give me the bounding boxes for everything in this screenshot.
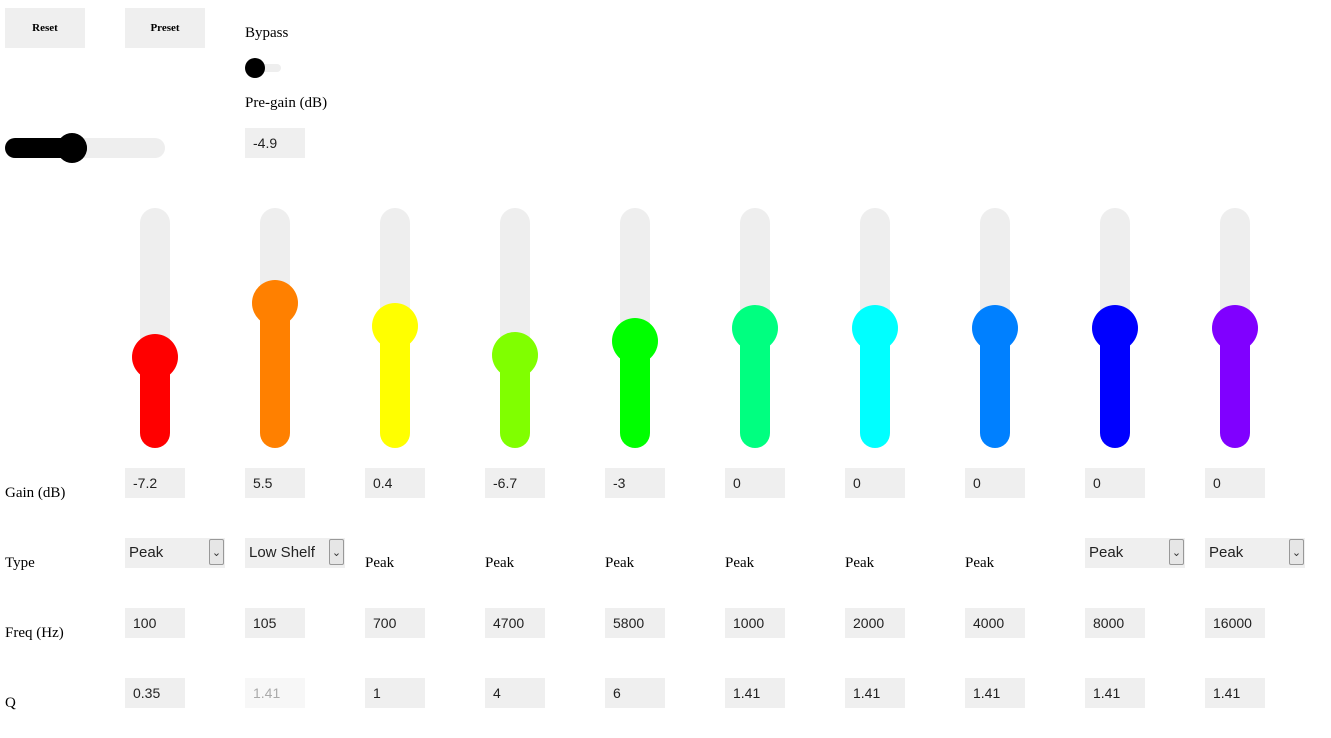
bypass-toggle[interactable] xyxy=(245,58,281,78)
chevron-down-icon[interactable]: ⌄ xyxy=(209,539,224,565)
band-5-slider-knob[interactable] xyxy=(612,318,658,364)
type-row-label: Type xyxy=(5,555,35,571)
band-10-freq-input[interactable]: 16000 xyxy=(1205,608,1265,638)
gain-row-label: Gain (dB) xyxy=(5,485,66,501)
band-9-freq-input[interactable]: 8000 xyxy=(1085,608,1145,638)
band-1-gain-input[interactable]: -7.2 xyxy=(125,468,185,498)
band-1-freq-input[interactable]: 100 xyxy=(125,608,185,638)
band-10-gain-slider[interactable] xyxy=(1212,208,1258,448)
pregain-label: Pre-gain (dB) xyxy=(245,95,328,111)
preset-button[interactable]: Preset xyxy=(125,8,205,48)
band-5-gain-slider[interactable] xyxy=(612,208,658,448)
band-8-freq-input[interactable]: 4000 xyxy=(965,608,1025,638)
band-4-type-text: Peak xyxy=(485,555,515,571)
band-5-q-input[interactable]: 6 xyxy=(605,678,665,708)
bypass-label: Bypass xyxy=(245,25,289,41)
band-2-q-input: 1.41 xyxy=(245,678,305,708)
band-9-type-select[interactable]: Peak ⌄ xyxy=(1085,538,1185,568)
band-6-q-input[interactable]: 1.41 xyxy=(725,678,785,708)
band-4-freq-input[interactable]: 4700 xyxy=(485,608,545,638)
band-2-gain-input[interactable]: 5.5 xyxy=(245,468,305,498)
band-9-slider-knob[interactable] xyxy=(1092,305,1138,351)
band-4-gain-slider[interactable] xyxy=(492,208,538,448)
bypass-toggle-knob xyxy=(245,58,265,78)
chevron-down-icon[interactable]: ⌄ xyxy=(1169,539,1184,565)
band-1-type-select[interactable]: Peak ⌄ xyxy=(125,538,225,568)
pregain-input[interactable]: -4.9 xyxy=(245,128,305,158)
band-7-q-input[interactable]: 1.41 xyxy=(845,678,905,708)
band-2-freq-input[interactable]: 105 xyxy=(245,608,305,638)
band-1-q-input[interactable]: 0.35 xyxy=(125,678,185,708)
band-1-slider-knob[interactable] xyxy=(132,334,178,380)
band-9-gain-slider[interactable] xyxy=(1092,208,1138,448)
chevron-down-icon[interactable]: ⌄ xyxy=(1289,539,1304,565)
band-7-type-text: Peak xyxy=(845,555,875,571)
band-2-type-value: Low Shelf xyxy=(249,544,315,561)
freq-row-label: Freq (Hz) xyxy=(5,625,64,641)
band-7-slider-knob[interactable] xyxy=(852,305,898,351)
band-3-q-input[interactable]: 1 xyxy=(365,678,425,708)
band-1-gain-slider[interactable] xyxy=(132,208,178,448)
band-7-gain-slider[interactable] xyxy=(852,208,898,448)
band-6-slider-knob[interactable] xyxy=(732,305,778,351)
band-10-type-value: Peak xyxy=(1209,544,1244,561)
band-4-gain-input[interactable]: -6.7 xyxy=(485,468,545,498)
band-8-type-text: Peak xyxy=(965,555,995,571)
band-5-freq-input[interactable]: 5800 xyxy=(605,608,665,638)
band-3-type-text: Peak xyxy=(365,555,395,571)
band-9-type-value: Peak xyxy=(1089,544,1124,561)
band-4-q-input[interactable]: 4 xyxy=(485,678,545,708)
chevron-down-icon[interactable]: ⌄ xyxy=(329,539,344,565)
band-9-gain-input[interactable]: 0 xyxy=(1085,468,1145,498)
band-2-slider-knob[interactable] xyxy=(252,280,298,326)
band-4-slider-knob[interactable] xyxy=(492,332,538,378)
reset-button[interactable]: Reset xyxy=(5,8,85,48)
pregain-slider[interactable] xyxy=(5,133,165,163)
band-2-type-select[interactable]: Low Shelf ⌄ xyxy=(245,538,345,568)
band-3-slider-knob[interactable] xyxy=(372,303,418,349)
band-7-gain-input[interactable]: 0 xyxy=(845,468,905,498)
band-5-gain-input[interactable]: -3 xyxy=(605,468,665,498)
band-5-type-text: Peak xyxy=(605,555,635,571)
band-3-gain-slider[interactable] xyxy=(372,208,418,448)
band-6-type-text: Peak xyxy=(725,555,755,571)
band-10-slider-knob[interactable] xyxy=(1212,305,1258,351)
band-6-freq-input[interactable]: 1000 xyxy=(725,608,785,638)
q-row-label: Q xyxy=(5,695,16,711)
band-10-q-input[interactable]: 1.41 xyxy=(1205,678,1265,708)
band-10-gain-input[interactable]: 0 xyxy=(1205,468,1265,498)
band-10-type-select[interactable]: Peak ⌄ xyxy=(1205,538,1305,568)
band-6-gain-slider[interactable] xyxy=(732,208,778,448)
band-7-freq-input[interactable]: 2000 xyxy=(845,608,905,638)
band-8-q-input[interactable]: 1.41 xyxy=(965,678,1025,708)
band-8-slider-knob[interactable] xyxy=(972,305,1018,351)
band-3-gain-input[interactable]: 0.4 xyxy=(365,468,425,498)
band-6-gain-input[interactable]: 0 xyxy=(725,468,785,498)
band-3-freq-input[interactable]: 700 xyxy=(365,608,425,638)
pregain-slider-knob[interactable] xyxy=(57,133,87,163)
band-8-gain-input[interactable]: 0 xyxy=(965,468,1025,498)
band-9-q-input[interactable]: 1.41 xyxy=(1085,678,1145,708)
band-2-gain-slider[interactable] xyxy=(252,208,298,448)
band-8-gain-slider[interactable] xyxy=(972,208,1018,448)
band-1-type-value: Peak xyxy=(129,544,164,561)
